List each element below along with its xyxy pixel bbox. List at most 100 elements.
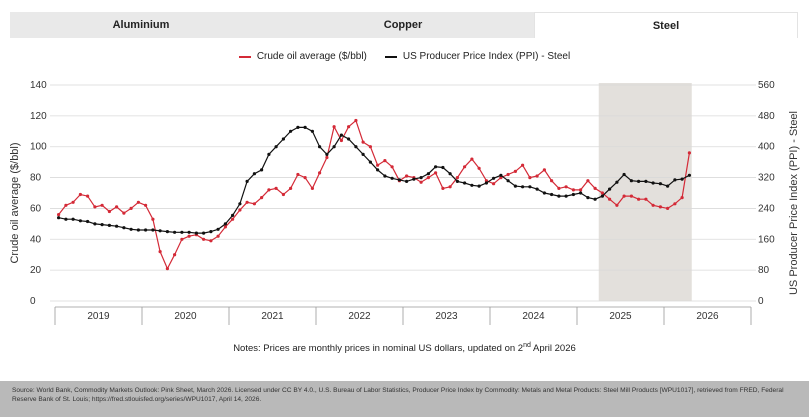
ppi-steel-point: [651, 181, 655, 185]
ppi-steel-point: [231, 213, 235, 217]
crude-oil-point: [115, 205, 119, 209]
ppi-steel-point: [238, 202, 242, 206]
ppi-steel-point: [245, 179, 249, 183]
crude-oil-point: [579, 188, 583, 192]
crude-oil-point: [629, 194, 634, 198]
crude-oil-point: [463, 165, 467, 169]
ppi-steel-point: [622, 172, 626, 177]
crude-oil-point: [303, 176, 307, 180]
chart-legend: Crude oil average ($/bbl) US Producer Pr…: [0, 51, 809, 62]
ppi-steel-point: [557, 194, 561, 198]
ppi-steel-point: [158, 229, 162, 233]
ppi-steel-point: [571, 192, 576, 197]
ppi-steel-point: [151, 228, 155, 232]
ppi-steel-point: [687, 173, 692, 177]
ppi-steel-point: [194, 231, 198, 235]
crude-oil-point: [615, 203, 619, 207]
crude-oil-point: [622, 194, 626, 198]
ppi-steel-point: [542, 191, 547, 195]
ppi-steel-point: [666, 184, 670, 188]
ppi-steel-point: [680, 177, 684, 181]
y-left-axis-title: Crude oil average ($/bbl): [9, 142, 21, 263]
crude-oil-point: [492, 182, 496, 186]
ppi-steel-point: [579, 191, 583, 195]
crude-oil-point: [557, 186, 561, 190]
legend-swatch-ppi: [384, 55, 397, 58]
ppi-steel-point: [86, 219, 90, 224]
ppi-steel-point: [629, 179, 634, 183]
crude-oil-point: [347, 125, 351, 129]
tab-copper[interactable]: Copper: [272, 12, 534, 38]
crude-oil-point: [151, 217, 155, 221]
notes-superscript: nd: [523, 342, 531, 349]
ppi-steel-point: [361, 152, 365, 156]
crude-oil-point: [209, 239, 213, 243]
ppi-steel-point: [477, 184, 481, 188]
crude-oil-point: [600, 191, 605, 195]
crude-oil-point: [564, 185, 568, 189]
crude-oil-point: [274, 186, 278, 190]
ppi-steel-point: [637, 179, 641, 183]
y-left-tick-label: 140: [30, 80, 47, 91]
ppi-steel-point: [347, 137, 351, 141]
ppi-steel-point: [260, 168, 264, 172]
crude-oil-point: [100, 203, 104, 207]
crude-oil-point: [93, 205, 97, 209]
crude-oil-point: [238, 208, 242, 212]
y-right-tick-label: 160: [758, 234, 775, 245]
crude-oil-point: [499, 176, 503, 180]
y-right-tick-label: 560: [758, 80, 775, 91]
y-right-tick-label: 240: [758, 203, 775, 214]
ppi-steel-point: [419, 176, 423, 180]
y-left-tick-label: 40: [30, 234, 42, 245]
ppi-steel-point: [180, 230, 184, 234]
crude-oil-point: [687, 151, 692, 155]
tab-aluminium[interactable]: Aluminium: [10, 12, 272, 38]
ppi-steel-point: [405, 179, 409, 183]
tab-steel[interactable]: Steel: [534, 12, 798, 38]
y-left-tick-label: 20: [30, 265, 42, 276]
ppi-steel-point: [658, 182, 663, 186]
crude-oil-point: [368, 145, 372, 149]
ppi-steel-point: [303, 125, 307, 129]
crude-oil-point: [426, 176, 430, 180]
ppi-steel-point: [332, 145, 336, 149]
crude-oil-point: [165, 267, 169, 271]
ppi-steel-point: [506, 179, 510, 183]
y-left-tick-label: 100: [30, 142, 47, 153]
crude-oil-point: [231, 217, 235, 221]
ppi-steel-point: [354, 145, 358, 149]
year-label: 2026: [696, 311, 719, 322]
crude-oil-point: [608, 197, 612, 201]
ppi-steel-point: [513, 184, 518, 188]
y-left-tick-label: 120: [30, 111, 47, 122]
crude-oil-point: [535, 174, 539, 178]
crude-oil-point: [64, 203, 68, 207]
ppi-steel-point: [434, 165, 438, 169]
ppi-steel-point: [593, 197, 597, 201]
crude-oil-point: [107, 209, 111, 214]
crude-oil-point: [513, 169, 518, 173]
crude-oil-point: [470, 157, 474, 161]
crude-oil-point: [216, 234, 220, 238]
crude-oil-point: [484, 179, 488, 183]
ppi-steel-point: [448, 172, 452, 176]
crude-oil-point: [550, 179, 554, 183]
ppi-steel-point: [600, 194, 605, 198]
crude-oil-point: [376, 163, 380, 167]
ppi-steel-point: [296, 125, 300, 129]
commodity-tabs: Aluminium Copper Steel: [10, 12, 798, 38]
ppi-steel-point: [267, 152, 271, 156]
ppi-steel-point: [165, 230, 169, 234]
ppi-steel-point: [528, 185, 532, 189]
crude-oil-point: [325, 155, 329, 160]
ppi-steel-point: [608, 187, 612, 191]
ppi-steel-point: [492, 176, 496, 180]
price-chart: 0 0 20 80 40 160 60 240 80 320 100 400 120 480 140 560 2…: [9, 80, 800, 325]
crude-oil-point: [57, 213, 61, 217]
ppi-steel-point: [78, 219, 82, 223]
y-right-tick-label: 400: [758, 142, 775, 153]
ppi-steel-point: [274, 145, 278, 149]
ppi-steel-point: [644, 179, 648, 183]
crude-oil-point: [129, 206, 133, 210]
